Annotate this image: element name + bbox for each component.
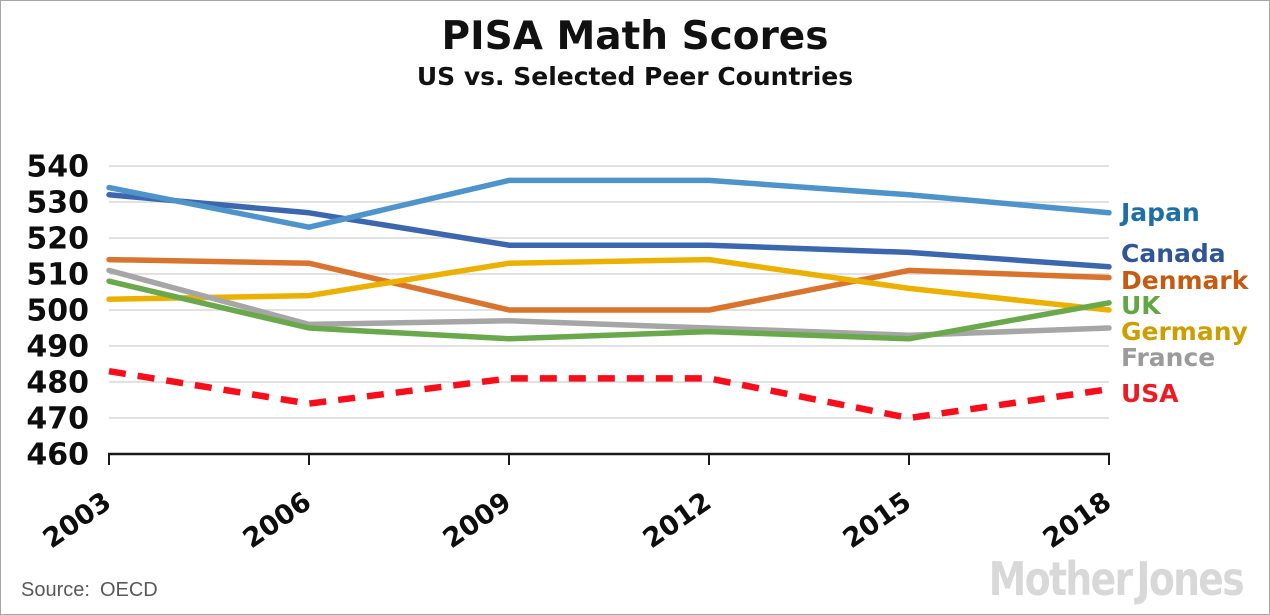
y-axis-label-530: 530	[26, 186, 89, 221]
chart-header: PISA Math Scores US vs. Selected Peer Co…	[1, 14, 1269, 92]
mother-jones-logo: Mother Jones	[988, 552, 1245, 606]
y-axis-label-490: 490	[26, 330, 89, 365]
source-attribution: Source: OECD	[21, 579, 158, 602]
x-axis-label-2009: 2009	[438, 486, 517, 555]
legend-label-denmark: Denmark	[1121, 266, 1249, 295]
chart-subtitle: US vs. Selected Peer Countries	[416, 61, 854, 91]
y-axis-label-500: 500	[26, 294, 89, 329]
source-value: OECD	[99, 579, 158, 601]
series-line-usa	[108, 367, 1110, 422]
x-axis-label-2003: 2003	[38, 486, 117, 555]
series-line-denmark	[106, 256, 1112, 313]
source-label: Source:	[21, 579, 90, 601]
series-line-uk	[106, 278, 1112, 342]
legend-label-usa: USA	[1121, 379, 1179, 408]
y-axis-label-510: 510	[26, 258, 89, 293]
x-axis-label-2006: 2006	[238, 486, 317, 555]
legend-label-canada: Canada	[1121, 239, 1226, 268]
series-line-france	[106, 267, 1112, 338]
series-line-japan	[106, 177, 1112, 230]
x-axis-label-2012: 2012	[638, 486, 717, 555]
y-axis-label-540: 540	[26, 150, 89, 185]
y-axis-label-460: 460	[26, 438, 89, 473]
chart-footer: Source: OECD Mother Jones	[1, 552, 1269, 614]
y-axis-label-480: 480	[26, 366, 89, 401]
x-axis-label-2015: 2015	[838, 486, 917, 555]
y-axis-label-470: 470	[26, 402, 89, 437]
series-line-canada	[106, 192, 1112, 270]
x-axis-label-2018: 2018	[1038, 486, 1117, 555]
legend-label-germany: Germany	[1121, 317, 1248, 346]
series-line-germany	[106, 256, 1112, 313]
y-axis-label-520: 520	[26, 222, 89, 257]
legend-label-japan: Japan	[1121, 198, 1200, 227]
legend-label-france: France	[1121, 343, 1216, 372]
legend-label-uk: UK	[1121, 291, 1161, 320]
chart-title: PISA Math Scores	[441, 14, 829, 59]
